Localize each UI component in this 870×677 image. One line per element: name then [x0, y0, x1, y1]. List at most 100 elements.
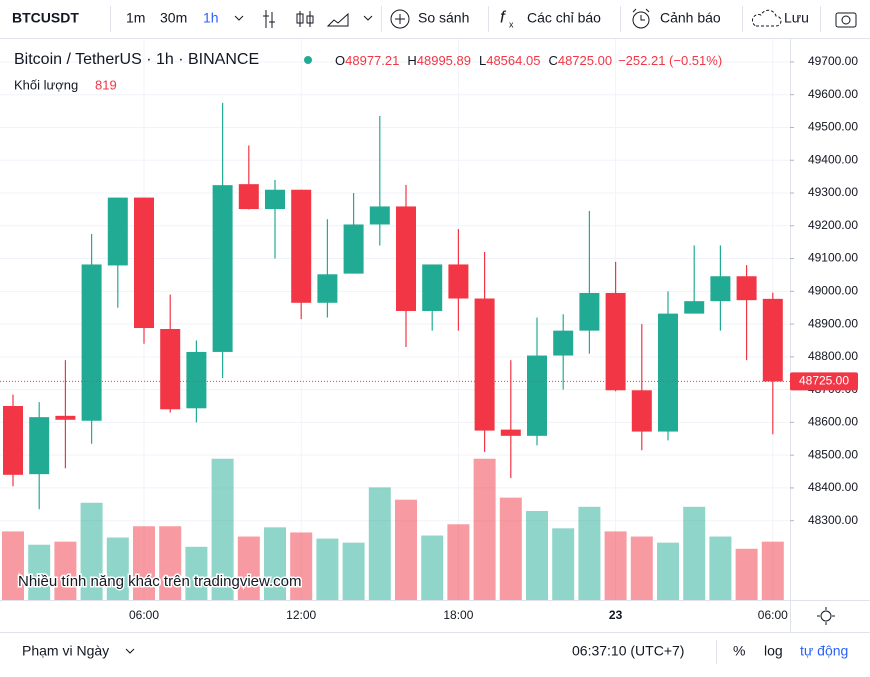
- ohlc-value: 48725.00: [558, 53, 612, 68]
- volume-bar: [264, 527, 286, 600]
- last-price-box: [790, 372, 858, 391]
- save[interactable]: Lưu: [784, 10, 809, 26]
- volume-bar: [499, 497, 522, 600]
- candle-body: [186, 351, 207, 409]
- candle-body: [710, 276, 731, 302]
- x-tick-label: 12:00: [286, 608, 316, 622]
- y-tick-label: 48800.00: [808, 349, 858, 363]
- candle-body: [527, 355, 547, 436]
- candle-body: [553, 330, 574, 356]
- dropdown-icon[interactable]: [234, 15, 244, 21]
- volume-bar: [368, 487, 391, 600]
- date-range[interactable]: Phạm vi Ngày: [22, 643, 109, 659]
- interval[interactable]: 1m: [126, 10, 145, 26]
- volume-value: 819: [95, 77, 117, 92]
- ohlc-key: O: [335, 53, 345, 68]
- volume-bar: [395, 499, 417, 600]
- bar-icon[interactable]: [263, 10, 275, 28]
- volume-bar: [526, 510, 548, 600]
- legend-ohlc: O48977.21 H48995.89 L48564.05 C48725.00 −252…: [335, 53, 722, 68]
- candle-body: [317, 274, 338, 303]
- candle-body: [238, 184, 259, 210]
- volume-bar: [80, 502, 103, 600]
- y-tick-label: 49600.00: [808, 87, 858, 101]
- candle-body: [500, 429, 521, 436]
- indicator-icon[interactable]: f: [500, 7, 507, 26]
- compare[interactable]: So sánh: [418, 10, 469, 26]
- candle-body: [631, 390, 652, 432]
- candle-body: [81, 264, 102, 421]
- candle-body: [369, 206, 390, 225]
- y-tick-label: 49200.00: [808, 218, 858, 232]
- camera-icon[interactable]: [835, 12, 857, 28]
- candle-body: [107, 197, 128, 266]
- dropdown-icon[interactable]: [125, 648, 135, 654]
- y-tick-label: 48300.00: [808, 513, 858, 527]
- dropdown-icon[interactable]: [363, 15, 373, 21]
- volume-bar: [447, 524, 470, 600]
- volume-bar: [630, 536, 653, 600]
- x-tick-label: 06:00: [129, 608, 159, 622]
- status-dot: [304, 56, 312, 64]
- ohlc-value: 48995.89: [417, 53, 471, 68]
- candle-body: [448, 264, 469, 299]
- candle-body: [684, 301, 705, 314]
- candle-body: [579, 292, 600, 331]
- candle-body: [134, 197, 154, 329]
- x-tick-label: 23: [609, 608, 623, 622]
- ohlc-key: H: [407, 53, 416, 68]
- candle-icon[interactable]: [296, 13, 304, 24]
- volume-bar: [185, 546, 208, 600]
- candle-body: [160, 329, 181, 410]
- alerts[interactable]: Cảnh báo: [660, 10, 721, 26]
- candle-body: [29, 417, 50, 475]
- last-price-label: 48725.00: [799, 374, 849, 388]
- log-toggle[interactable]: log: [764, 643, 783, 659]
- legend-change: −252.21 (−0.51%): [618, 53, 722, 68]
- volume-bar: [159, 526, 182, 600]
- candle-body: [762, 298, 783, 382]
- compare-icon[interactable]: [395, 14, 405, 24]
- candle-body: [396, 206, 416, 311]
- camera-icon[interactable]: [841, 15, 851, 25]
- symbol[interactable]: BTCUSDT: [12, 10, 79, 26]
- area-icon[interactable]: [326, 12, 349, 27]
- y-tick-label: 49300.00: [808, 185, 858, 199]
- volume-label: Khối lượng: [14, 77, 78, 92]
- y-tick-label: 49700.00: [808, 54, 858, 68]
- volume-bar: [2, 531, 24, 600]
- candle-body: [474, 298, 495, 431]
- candle-body: [212, 185, 233, 352]
- percent-toggle[interactable]: %: [733, 643, 745, 659]
- alert-icon[interactable]: [632, 8, 650, 21]
- y-tick-label: 49400.00: [808, 152, 858, 166]
- candle-body: [605, 292, 626, 391]
- y-tick-label: 49000.00: [808, 283, 858, 297]
- alert-icon[interactable]: [632, 11, 650, 29]
- volume-bar: [28, 544, 51, 600]
- candle-icon[interactable]: [306, 15, 314, 24]
- volume-bar: [604, 531, 627, 600]
- candle-body: [291, 189, 312, 303]
- volume-bar: [552, 528, 575, 600]
- candle-body: [736, 276, 757, 301]
- y-tick-label: 48900.00: [808, 316, 858, 330]
- settings-icon[interactable]: [817, 607, 835, 625]
- interval[interactable]: 30m: [160, 10, 187, 26]
- y-tick-label: 48500.00: [808, 447, 858, 461]
- cloud-icon[interactable]: [751, 9, 782, 27]
- settings-icon[interactable]: [820, 610, 832, 622]
- volume-bar: [290, 532, 313, 600]
- volume-bar: [106, 537, 129, 600]
- clock: 06:37:10 (UTC+7): [572, 643, 684, 659]
- auto-toggle[interactable]: tự động: [800, 643, 848, 659]
- interval-active[interactable]: 1h: [203, 10, 219, 26]
- y-tick-label: 48600.00: [808, 415, 858, 429]
- volume-bar: [211, 458, 234, 600]
- volume-bar: [316, 538, 339, 600]
- volume-bar: [421, 535, 444, 600]
- indicators[interactable]: Các chỉ báo: [527, 10, 601, 26]
- indicator-icon[interactable]: x: [509, 19, 514, 29]
- volume-bar: [735, 548, 758, 600]
- compare-icon[interactable]: [390, 9, 410, 29]
